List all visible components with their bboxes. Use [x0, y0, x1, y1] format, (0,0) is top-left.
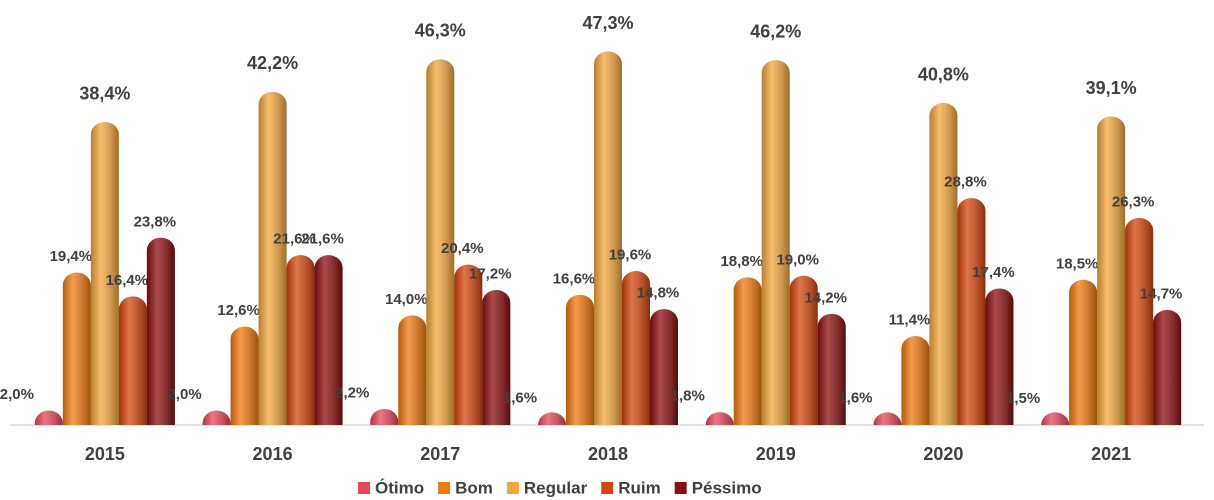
bar-shade [566, 294, 594, 425]
bar-shade [1125, 217, 1154, 425]
data-label: 21,6% [273, 231, 316, 248]
data-label: 14,8% [637, 285, 680, 302]
data-label: 14,7% [1140, 285, 1183, 302]
bar-shade [90, 121, 119, 425]
data-label: 17,2% [469, 266, 512, 283]
data-label: 1,6% [503, 389, 537, 406]
bar-shade [146, 237, 175, 425]
x-tick-label: 2017 [420, 444, 460, 464]
data-label: 2,0% [0, 386, 34, 403]
bar-shade [929, 102, 958, 425]
bar-shade [705, 412, 734, 425]
data-label: 1,8% [671, 388, 705, 405]
data-label: 26,3% [1112, 193, 1155, 210]
bar-shade [1041, 412, 1070, 425]
bar-shade [538, 412, 566, 425]
bar-shade [1153, 309, 1182, 425]
bar-shade [258, 91, 287, 425]
data-label: 2,2% [335, 385, 369, 402]
bar-shade [957, 198, 986, 425]
data-label: 1,5% [1006, 390, 1040, 407]
bar-shade [985, 288, 1014, 425]
x-tick-label: 2016 [253, 444, 293, 464]
data-label: 40,8% [918, 64, 969, 84]
data-label: 16,6% [553, 270, 596, 287]
data-label: 14,2% [804, 289, 847, 306]
bar-shade [370, 408, 399, 425]
bar-shade [398, 315, 427, 425]
data-label: 1,6% [838, 389, 872, 406]
x-tick-label: 2015 [85, 444, 125, 464]
bar-shade [1069, 279, 1098, 425]
legend-swatch [438, 482, 451, 494]
data-label: 21,6% [301, 231, 344, 248]
bar-shade [314, 255, 343, 425]
data-label: 2,0% [167, 386, 201, 403]
data-label: 42,2% [247, 53, 298, 73]
data-label: 23,8% [134, 213, 177, 230]
x-tick-label: 2018 [588, 444, 628, 464]
bar-shade [873, 412, 902, 425]
data-label: 19,6% [609, 247, 652, 264]
bar-shade [817, 313, 846, 425]
x-tick-label: 2020 [923, 444, 963, 464]
legend-label: Bom [455, 478, 493, 497]
legend-swatch [674, 482, 687, 494]
legend-label: Péssimo [692, 478, 762, 497]
legend-label: Regular [524, 478, 588, 497]
bar-shade [202, 410, 231, 425]
legend-swatch [601, 482, 614, 494]
data-label: 46,2% [750, 21, 801, 41]
legend-swatch [506, 482, 519, 494]
bar-shade [118, 296, 147, 425]
data-label: 14,0% [385, 291, 428, 308]
bar-shade [622, 271, 650, 425]
data-label: 16,4% [106, 272, 149, 289]
data-label: 47,3% [582, 13, 633, 33]
bar-shade [482, 290, 511, 425]
legend-label: Ruim [618, 478, 661, 497]
x-tick-label: 2021 [1091, 444, 1131, 464]
data-label: 28,8% [944, 174, 987, 191]
bar-shade [901, 336, 930, 425]
data-label: 12,6% [217, 302, 260, 319]
bar-shade [454, 264, 483, 425]
bar-shade [286, 255, 315, 425]
bar-shade [426, 59, 455, 425]
data-label: 18,8% [720, 253, 763, 270]
legend-label: Ótimo [375, 478, 424, 497]
bar-shade [34, 410, 63, 425]
bar-shade [62, 272, 91, 425]
bar-shade [1097, 116, 1126, 425]
legend-swatch [358, 482, 370, 494]
data-label: 17,4% [972, 264, 1015, 281]
data-label: 38,4% [79, 83, 130, 103]
data-label: 19,0% [776, 251, 819, 268]
bar-shade [650, 309, 678, 425]
bar-shade [789, 275, 818, 425]
bar-shade [733, 277, 762, 425]
x-tick-label: 2019 [756, 444, 796, 464]
data-label: 20,4% [441, 240, 484, 257]
bar-shade [230, 326, 259, 425]
bar-shade [594, 51, 622, 426]
data-label: 19,4% [50, 248, 93, 265]
bar-shade [761, 60, 790, 426]
data-label: 39,1% [1086, 78, 1137, 98]
data-label: 18,5% [1056, 255, 1099, 272]
data-label: 11,4% [889, 312, 931, 329]
data-label: 46,3% [415, 21, 466, 41]
